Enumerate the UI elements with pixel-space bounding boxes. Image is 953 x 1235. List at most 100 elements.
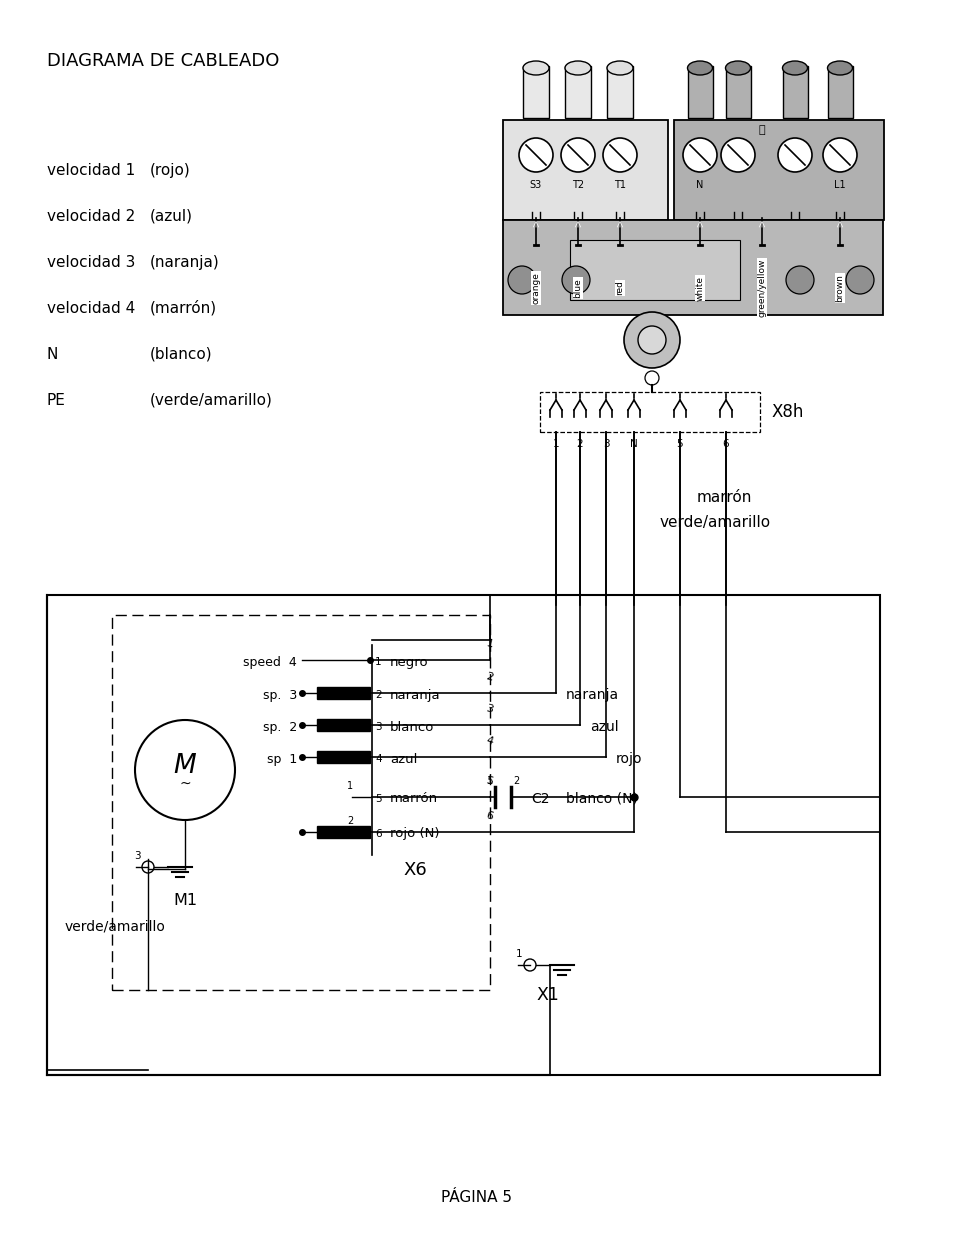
Circle shape [845, 266, 873, 294]
Text: sp.  2: sp. 2 [262, 720, 296, 734]
Text: (marrón): (marrón) [150, 300, 217, 316]
Text: ⏚: ⏚ [758, 125, 764, 135]
Text: brown: brown [835, 274, 843, 301]
Text: (verde/amarillo): (verde/amarillo) [150, 393, 273, 408]
Circle shape [561, 266, 589, 294]
Text: 4: 4 [484, 736, 494, 747]
Text: 5: 5 [676, 438, 682, 450]
Bar [47, 595, 879, 1074]
Text: 2: 2 [513, 776, 518, 785]
Text: 2: 2 [347, 816, 353, 826]
Text: 3: 3 [133, 851, 140, 861]
Ellipse shape [522, 61, 548, 75]
Text: orange: orange [531, 272, 540, 304]
Text: 2: 2 [576, 438, 582, 450]
Text: sp  1: sp 1 [267, 752, 296, 766]
Circle shape [623, 312, 679, 368]
Bar [725, 65, 750, 119]
Bar [539, 391, 760, 432]
Text: 1: 1 [516, 948, 522, 960]
Ellipse shape [724, 61, 750, 75]
Text: T1: T1 [614, 180, 625, 190]
Circle shape [785, 266, 813, 294]
Bar [827, 65, 852, 119]
Bar [564, 65, 590, 119]
Text: 5: 5 [375, 794, 381, 804]
Text: rojo: rojo [616, 752, 641, 766]
Text: (blanco): (blanco) [150, 347, 213, 362]
Text: S3: S3 [529, 180, 541, 190]
Bar [569, 240, 740, 300]
Text: 6: 6 [722, 438, 728, 450]
Circle shape [507, 266, 536, 294]
Bar [316, 826, 370, 839]
Text: verde/amarillo: verde/amarillo [659, 515, 770, 530]
Text: velocidad 3: velocidad 3 [47, 254, 135, 269]
Text: X1: X1 [536, 986, 558, 1004]
Text: 3: 3 [375, 722, 381, 732]
Text: velocidad 1: velocidad 1 [47, 163, 135, 178]
Text: 1: 1 [347, 781, 353, 790]
Text: (azul): (azul) [150, 209, 193, 224]
Text: X8h: X8h [771, 403, 803, 421]
Bar [687, 65, 712, 119]
Text: 1: 1 [552, 438, 558, 450]
Text: velocidad 2: velocidad 2 [47, 209, 135, 224]
Bar [316, 687, 370, 699]
Text: blanco: blanco [390, 720, 434, 734]
Text: 5: 5 [484, 776, 494, 787]
Text: 1: 1 [375, 657, 381, 667]
Text: negro: negro [390, 656, 428, 668]
Text: speed  4: speed 4 [243, 656, 296, 668]
Text: N: N [630, 438, 638, 450]
Text: L1: L1 [833, 180, 845, 190]
Circle shape [778, 138, 811, 172]
Text: blue: blue [573, 278, 582, 298]
Text: ~: ~ [179, 777, 191, 790]
Circle shape [523, 960, 536, 971]
Circle shape [682, 138, 717, 172]
Ellipse shape [687, 61, 712, 75]
Text: sp.  3: sp. 3 [262, 688, 296, 701]
Text: marrón: marrón [390, 793, 437, 805]
Text: M: M [173, 753, 196, 779]
Ellipse shape [781, 61, 806, 75]
Text: 2: 2 [484, 672, 494, 683]
Text: 4: 4 [375, 755, 381, 764]
Bar [502, 120, 667, 220]
Text: M1: M1 [172, 893, 197, 908]
Circle shape [602, 138, 637, 172]
Bar [316, 751, 370, 763]
Bar [502, 220, 882, 315]
Text: PE: PE [47, 393, 66, 408]
Text: N: N [696, 180, 703, 190]
Text: naranja: naranja [565, 688, 618, 701]
Text: PÁGINA 5: PÁGINA 5 [441, 1191, 512, 1205]
Text: N: N [47, 347, 58, 362]
Bar [522, 65, 548, 119]
Text: azul: azul [589, 720, 618, 734]
Bar [112, 615, 490, 990]
Text: green/yellow: green/yellow [757, 259, 765, 317]
Bar [782, 65, 807, 119]
Text: 1: 1 [486, 776, 493, 785]
Ellipse shape [606, 61, 633, 75]
Text: 6: 6 [484, 810, 494, 823]
Circle shape [638, 326, 665, 354]
Text: (rojo): (rojo) [150, 163, 191, 178]
Text: X6: X6 [403, 861, 426, 879]
Circle shape [135, 720, 234, 820]
Text: 1: 1 [484, 638, 494, 650]
Circle shape [720, 138, 754, 172]
Circle shape [560, 138, 595, 172]
Bar [673, 120, 883, 220]
Text: (naranja): (naranja) [150, 254, 219, 269]
Circle shape [822, 138, 856, 172]
Text: 6: 6 [375, 829, 381, 839]
Text: C2: C2 [531, 792, 549, 806]
Text: rojo (N): rojo (N) [390, 827, 439, 841]
Text: T2: T2 [572, 180, 583, 190]
Text: white: white [695, 275, 703, 300]
Text: naranja: naranja [390, 688, 440, 701]
Text: verde/amarillo: verde/amarillo [65, 919, 166, 932]
